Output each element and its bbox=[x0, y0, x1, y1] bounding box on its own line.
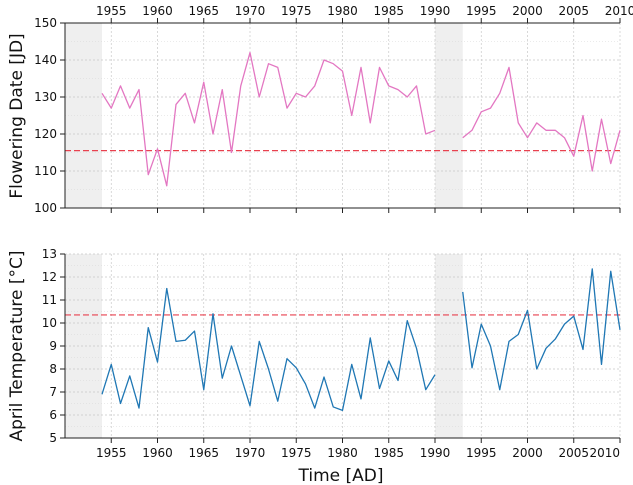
temperature-series-line-1 bbox=[462, 268, 621, 391]
top-x-tick-label: 1980 bbox=[327, 4, 358, 18]
top-x-tick-label: 1970 bbox=[235, 4, 266, 18]
bottom-x-tick-label: 1980 bbox=[327, 446, 358, 460]
bottom-x-tick-label: 1965 bbox=[188, 446, 219, 460]
flowering-series-line-1 bbox=[462, 66, 621, 172]
top-x-tick-label: 1965 bbox=[188, 4, 219, 18]
bottom-x-tick-label: 1995 bbox=[466, 446, 497, 460]
temperature-y-tick-label: 10 bbox=[42, 316, 57, 330]
top-x-tick-label: 1995 bbox=[466, 4, 497, 18]
top-x-tick-label: 2005 bbox=[558, 4, 589, 18]
flowering-y-tick-label: 110 bbox=[34, 164, 57, 178]
flowering-y-tick-label: 100 bbox=[34, 201, 57, 215]
top-x-tick-label: 1955 bbox=[96, 4, 127, 18]
bottom-x-tick-label: 1985 bbox=[373, 446, 404, 460]
bottom-x-tick-label: 2010 bbox=[589, 446, 620, 460]
x-axis-label: Time [AD] bbox=[298, 466, 384, 485]
flowering-date-panel: 100 110 120 130 140 150 1955 1960 1965 1970 1975 19… bbox=[34, 4, 633, 215]
flowering-y-tick-label: 140 bbox=[34, 53, 57, 67]
temperature-series-line-0 bbox=[101, 287, 436, 412]
bottom-x-tick-label: 1955 bbox=[96, 446, 127, 460]
top-x-tick-label: 1985 bbox=[373, 4, 404, 18]
temperature-y-tick-label: 7 bbox=[49, 385, 57, 399]
april-temperature-y-axis-label: April Temperature [°C] bbox=[7, 251, 27, 442]
temperature-y-tick-label: 9 bbox=[49, 339, 57, 353]
temperature-y-tick-label: 5 bbox=[49, 431, 57, 445]
top-x-tick-label: 2000 bbox=[512, 4, 543, 18]
flowering-y-tick-label: 120 bbox=[34, 127, 57, 141]
bottom-x-tick-label: 1975 bbox=[281, 446, 312, 460]
bottom-x-tick-label: 1960 bbox=[142, 446, 173, 460]
bottom-x-tick-label: 1990 bbox=[420, 446, 451, 460]
temperature-y-tick-label: 6 bbox=[49, 408, 57, 422]
flowering-y-tick-label: 130 bbox=[34, 90, 57, 104]
top-x-tick-label: 1975 bbox=[281, 4, 312, 18]
temperature-gap-region-0 bbox=[65, 254, 102, 438]
april-temperature-panel: 5 6 7 8 9 10 11 12 13 1955 1960 1965 1970 1975 1980 198… bbox=[42, 247, 621, 460]
temperature-y-tick-label: 13 bbox=[42, 247, 57, 261]
flowering-series-line-0 bbox=[101, 51, 436, 187]
bottom-x-tick-label: 1970 bbox=[235, 446, 266, 460]
flowering-y-tick-label: 150 bbox=[34, 16, 57, 30]
temperature-y-tick-label: 8 bbox=[49, 362, 57, 376]
top-x-tick-label: 1990 bbox=[420, 4, 451, 18]
temperature-y-tick-label: 11 bbox=[42, 293, 57, 307]
bottom-x-tick-label: 2000 bbox=[512, 446, 543, 460]
temperature-y-tick-label: 12 bbox=[42, 270, 57, 284]
top-x-tick-label: 2010 bbox=[605, 4, 633, 18]
bottom-x-tick-label: 2005 bbox=[558, 446, 589, 460]
flowering-date-y-axis-label: Flowering Date [JD] bbox=[7, 33, 27, 198]
top-x-tick-label: 1960 bbox=[142, 4, 173, 18]
